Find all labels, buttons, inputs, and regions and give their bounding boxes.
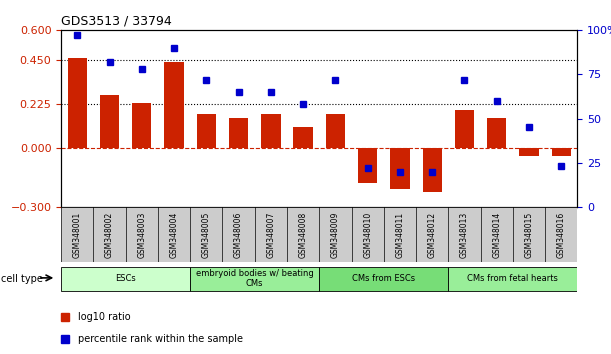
Bar — [261, 114, 280, 148]
Bar — [164, 62, 184, 148]
Bar — [423, 148, 442, 192]
Text: GSM348008: GSM348008 — [299, 211, 307, 258]
Bar — [448, 267, 577, 291]
Text: GSM348001: GSM348001 — [73, 211, 82, 258]
Bar — [293, 127, 313, 148]
Bar — [326, 114, 345, 148]
Text: GSM348007: GSM348007 — [266, 211, 276, 258]
Bar — [455, 110, 474, 148]
Text: GSM348010: GSM348010 — [363, 211, 372, 258]
Bar — [519, 148, 539, 156]
Text: GSM348005: GSM348005 — [202, 211, 211, 258]
Bar — [190, 267, 319, 291]
Text: GDS3513 / 33794: GDS3513 / 33794 — [61, 15, 172, 28]
Text: GSM348016: GSM348016 — [557, 211, 566, 258]
Bar — [132, 103, 152, 148]
Bar — [197, 114, 216, 148]
Text: cell type: cell type — [1, 274, 43, 284]
Text: ESCs: ESCs — [115, 274, 136, 283]
Text: GSM348015: GSM348015 — [524, 211, 533, 258]
Bar — [68, 58, 87, 148]
Text: GSM348012: GSM348012 — [428, 211, 437, 258]
Bar — [487, 118, 507, 148]
Text: GSM348013: GSM348013 — [460, 211, 469, 258]
Bar — [319, 267, 448, 291]
Text: CMs from ESCs: CMs from ESCs — [352, 274, 415, 283]
Text: GSM348014: GSM348014 — [492, 211, 501, 258]
Text: embryoid bodies w/ beating
CMs: embryoid bodies w/ beating CMs — [196, 269, 313, 289]
Bar — [390, 148, 409, 189]
Text: log10 ratio: log10 ratio — [78, 312, 131, 322]
Text: GSM348011: GSM348011 — [395, 211, 404, 258]
Text: GSM348006: GSM348006 — [234, 211, 243, 258]
Bar — [61, 267, 190, 291]
Bar — [552, 148, 571, 156]
Bar — [100, 95, 119, 148]
Bar — [229, 118, 248, 148]
Text: GSM348003: GSM348003 — [137, 211, 146, 258]
Text: percentile rank within the sample: percentile rank within the sample — [78, 334, 243, 344]
Text: GSM348004: GSM348004 — [169, 211, 178, 258]
Bar — [358, 148, 378, 183]
Text: GSM348009: GSM348009 — [331, 211, 340, 258]
Text: CMs from fetal hearts: CMs from fetal hearts — [467, 274, 558, 283]
Text: GSM348002: GSM348002 — [105, 211, 114, 258]
